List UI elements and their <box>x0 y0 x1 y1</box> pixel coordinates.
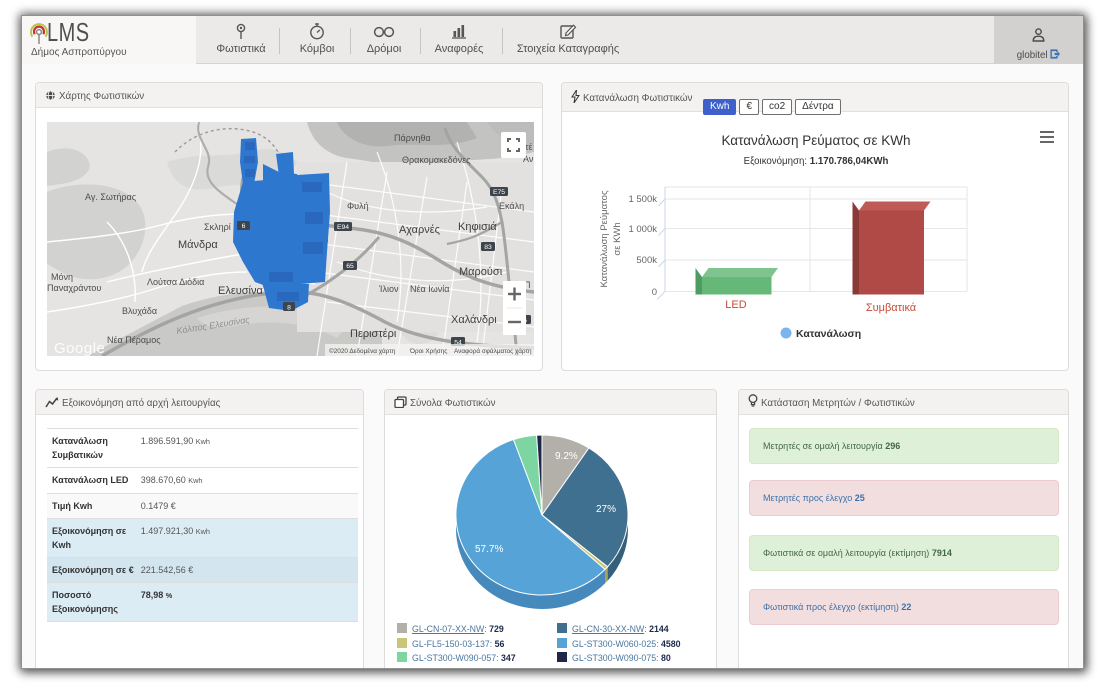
svg-text:Αγ. Σωτήρας: Αγ. Σωτήρας <box>85 192 137 202</box>
svg-text:Λούτσα Διόδια: Λούτσα Διόδια <box>147 277 204 287</box>
svg-text:Σκληρί: Σκληρί <box>204 222 231 232</box>
svg-text:E94: E94 <box>337 224 349 231</box>
svg-text:Παναχράντου: Παναχράντου <box>47 283 101 293</box>
svg-text:Συμβατικά: Συμβατικά <box>866 302 917 314</box>
svg-text:Εκάλη: Εκάλη <box>499 201 524 211</box>
svg-text:Περιστέρι: Περιστέρι <box>350 328 397 340</box>
svg-text:57.7%: 57.7% <box>475 544 503 555</box>
svg-text:500k: 500k <box>636 255 657 266</box>
svg-text:Ελευσίνα: Ελευσίνα <box>218 285 263 297</box>
svg-text:Φυλή: Φυλή <box>347 201 369 211</box>
svg-text:Google: Google <box>54 340 105 356</box>
svg-text:Ίλιον: Ίλιον <box>378 284 399 294</box>
svg-text:27%: 27% <box>596 504 616 515</box>
svg-text:1 500k: 1 500k <box>628 194 657 205</box>
svg-text:Βλυχάδα: Βλυχάδα <box>122 306 157 316</box>
svg-text:Εξοικονόμηση: 1.170.786,04KWh: Εξοικονόμηση: 1.170.786,04KWh <box>744 156 889 167</box>
svg-text:0: 0 <box>652 287 657 298</box>
svg-text:65: 65 <box>346 263 354 270</box>
svg-text:Όροι Χρήσης: Όροι Χρήσης <box>409 348 447 355</box>
svg-text:Κατανάλωση Ρεύματος σε KWh: Κατανάλωση Ρεύματος σε KWh <box>721 133 910 148</box>
svg-text:Νέα Ιωνία: Νέα Ιωνία <box>410 284 449 294</box>
svg-text:Πάρνηθα: Πάρνηθα <box>394 133 431 143</box>
svg-text:Μάνδρα: Μάνδρα <box>178 239 218 251</box>
svg-text:E75: E75 <box>493 189 505 196</box>
svg-text:Αν: Αν <box>523 154 534 164</box>
svg-text:8: 8 <box>287 305 291 312</box>
svg-text:Π: Π <box>524 280 531 290</box>
svg-text:1 000k: 1 000k <box>628 224 657 235</box>
svg-text:Αχαρνές: Αχαρνές <box>399 224 440 236</box>
svg-text:©2020 Δεδομένα χάρτη: ©2020 Δεδομένα χάρτη <box>329 347 396 355</box>
svg-text:Μόνη: Μόνη <box>51 272 73 282</box>
svg-text:Θρακομακεδόνες: Θρακομακεδόνες <box>402 155 471 165</box>
svg-text:54: 54 <box>454 340 462 347</box>
svg-text:Κατανάλωση: Κατανάλωση <box>796 328 861 340</box>
svg-text:83: 83 <box>484 244 492 251</box>
svg-text:Κατανάλωση Ρεύματος: Κατανάλωση Ρεύματος <box>599 190 610 288</box>
svg-text:Μαρούσι: Μαρούσι <box>459 266 503 278</box>
svg-text:6: 6 <box>242 223 246 230</box>
svg-text:Κηφισιά: Κηφισιά <box>458 221 497 233</box>
svg-text:9.2%: 9.2% <box>555 451 578 462</box>
svg-text:τέ: τέ <box>525 142 533 152</box>
svg-text:LED: LED <box>725 299 746 311</box>
svg-text:Χαλάνδρι: Χαλάνδρι <box>451 314 497 326</box>
svg-text:Αναφορά σφάλματος χάρτη: Αναφορά σφάλματος χάρτη <box>454 347 532 355</box>
svg-text:σε KWh: σε KWh <box>612 222 623 255</box>
svg-text:Νέα Πέραμος: Νέα Πέραμος <box>107 335 161 345</box>
